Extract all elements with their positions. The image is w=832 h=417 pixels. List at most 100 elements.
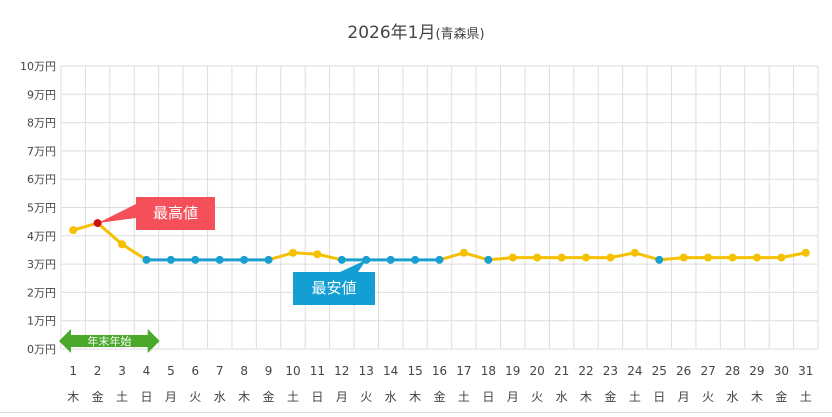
min-price-callout: 最安値	[293, 272, 375, 305]
x-tick-day: 22	[578, 364, 593, 378]
x-tick-weekday: 金	[263, 389, 275, 404]
data-point	[582, 253, 591, 262]
data-point	[459, 248, 468, 257]
x-tick-weekday: 日	[140, 390, 152, 404]
x-tick-day: 17	[456, 364, 471, 378]
x-tick-day: 30	[774, 364, 789, 378]
data-point	[752, 253, 761, 262]
x-tick-weekday: 木	[751, 390, 763, 404]
x-tick-day: 29	[749, 364, 764, 378]
data-point	[508, 253, 517, 262]
x-tick-day: 25	[652, 364, 667, 378]
data-point	[435, 255, 444, 264]
y-tick-label: 1万円	[27, 315, 56, 328]
x-tick-day: 11	[310, 364, 325, 378]
data-point	[288, 248, 297, 257]
x-tick-weekday: 金	[604, 389, 616, 404]
x-tick-day: 1	[69, 364, 77, 378]
series-line-segment	[71, 221, 100, 232]
x-tick-day: 3	[118, 364, 126, 378]
series-line-segment	[486, 256, 515, 262]
x-tick-weekday: 火	[702, 390, 714, 404]
y-tick-label: 10万円	[20, 60, 56, 73]
chart-title: 2026年1月(青森県)	[0, 18, 832, 43]
x-tick-weekday: 火	[189, 390, 201, 404]
x-tick-weekday: 土	[458, 390, 470, 404]
x-tick-weekday: 金	[775, 389, 787, 404]
x-tick-day: 6	[191, 364, 199, 378]
x-tick-weekday: 木	[67, 390, 79, 404]
x-tick-day: 18	[481, 364, 496, 378]
data-point	[215, 255, 224, 264]
y-tick-label: 2万円	[27, 286, 56, 299]
y-tick-label: 3万円	[27, 258, 56, 271]
holiday-arrow	[59, 329, 160, 353]
x-tick-day: 28	[725, 364, 740, 378]
data-point	[728, 253, 737, 262]
data-point	[533, 253, 542, 262]
x-tick-day: 5	[167, 364, 175, 378]
data-point	[166, 255, 175, 264]
x-tick-weekday: 月	[165, 390, 177, 404]
data-point	[777, 253, 786, 262]
x-tick-day: 9	[265, 364, 273, 378]
x-tick-day: 12	[334, 364, 349, 378]
y-tick-label: 4万円	[27, 230, 56, 243]
x-tick-weekday: 水	[385, 390, 397, 404]
series-line-segment	[267, 251, 295, 262]
x-tick-weekday: 土	[629, 390, 641, 404]
y-tick-label: 6万円	[27, 173, 56, 186]
series-line-segment	[291, 251, 319, 256]
data-point	[679, 253, 688, 262]
x-tick-weekday: 日	[653, 390, 665, 404]
x-tick-weekday: 火	[531, 390, 543, 404]
series-line-segment	[462, 251, 490, 262]
x-tick-day: 26	[676, 364, 691, 378]
holiday-label: 年末年始	[87, 334, 131, 348]
y-tick-label: 0万円	[27, 343, 56, 356]
data-point	[337, 255, 346, 264]
data-point	[69, 226, 78, 235]
x-tick-weekday: 月	[336, 390, 348, 404]
x-tick-weekday: 土	[116, 390, 128, 404]
x-tick-day: 20	[530, 364, 545, 378]
y-tick-label: 7万円	[27, 145, 56, 158]
series-line-segment	[96, 221, 124, 246]
x-tick-weekday: 火	[360, 390, 372, 404]
x-tick-weekday: 水	[556, 390, 568, 404]
title-main: 2026年1月	[347, 23, 436, 43]
data-point	[386, 255, 395, 264]
series-line-segment	[779, 251, 808, 260]
data-point	[484, 255, 493, 264]
data-point	[655, 255, 664, 264]
data-point	[93, 219, 102, 228]
x-tick-day: 8	[240, 364, 248, 378]
data-point	[240, 255, 249, 264]
data-point	[411, 255, 420, 264]
x-tick-day: 10	[285, 364, 300, 378]
x-tick-weekday: 水	[214, 390, 226, 404]
data-point	[313, 250, 322, 259]
data-point	[118, 240, 127, 249]
series-line-segment	[657, 256, 686, 262]
max-callout-pointer	[97, 204, 136, 224]
series-line-segment	[608, 251, 637, 260]
x-tick-weekday: 土	[800, 390, 812, 404]
data-point	[606, 253, 615, 262]
series-line-segment	[438, 251, 466, 262]
x-tick-weekday: 水	[727, 390, 739, 404]
x-tick-weekday: 木	[580, 390, 592, 404]
data-point	[630, 248, 639, 257]
x-tick-weekday: 金	[92, 389, 104, 404]
x-tick-day: 2	[94, 364, 102, 378]
x-tick-day: 27	[700, 364, 715, 378]
x-tick-day: 15	[407, 364, 422, 378]
data-point	[191, 255, 200, 264]
data-point	[704, 253, 713, 262]
data-point	[362, 255, 371, 264]
max-price-callout: 最高値	[136, 197, 215, 230]
x-tick-day: 31	[798, 364, 813, 378]
series-line-segment	[120, 242, 148, 262]
data-point	[264, 255, 273, 264]
